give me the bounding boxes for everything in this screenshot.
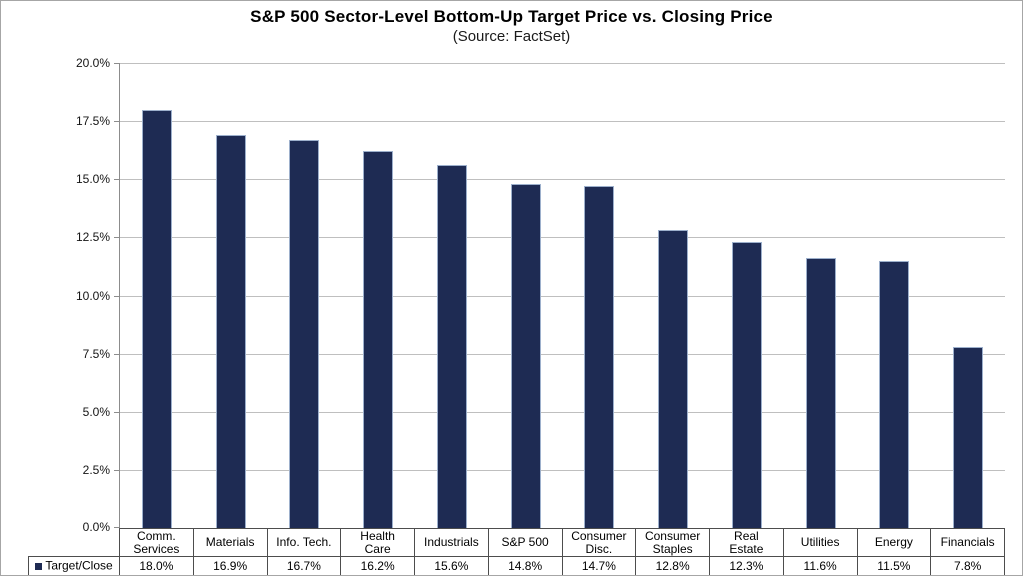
y-axis-tick-label: 7.5% [82, 347, 110, 361]
value-cell-2: 16.7% [266, 556, 342, 575]
bar-8 [731, 242, 762, 528]
bar-column [563, 63, 637, 528]
bar-column [489, 63, 563, 528]
y-axis-tick [114, 179, 120, 180]
data-table: Comm. Services Materials Info. Tech. Health… [28, 528, 1005, 575]
y-axis-tick-label: 17.5% [75, 114, 110, 128]
y-axis-tick [114, 470, 120, 471]
bar-10 [879, 260, 910, 528]
bar-4 [436, 165, 467, 528]
y-axis-tick [114, 527, 120, 528]
plot-area: 0.0% 2.5% 5.0% 7.5% 10.0% 12.5% 15.0% 17.5% 20.0… [76, 56, 1005, 534]
table-corner-cell [29, 529, 120, 557]
gridline [120, 412, 1005, 413]
value-cell-7: 12.8% [635, 556, 710, 575]
bar-column [194, 63, 268, 528]
category-cell-9: Utilities [782, 528, 858, 557]
y-axis-tick [114, 121, 120, 122]
bar-7 [658, 230, 689, 528]
category-cell-4: Industrials [414, 528, 489, 557]
legend-series-marker-icon [35, 562, 43, 570]
bar-2 [289, 139, 320, 528]
gridline [120, 354, 1005, 355]
bar-column [120, 63, 194, 528]
gridline [120, 237, 1005, 238]
bar-3 [363, 151, 394, 528]
bar-column [636, 63, 710, 528]
bar-5 [510, 183, 541, 528]
bar-column [341, 63, 415, 528]
bar-column [931, 63, 1005, 528]
gridline [120, 179, 1005, 180]
category-cell-8: Real Estate [709, 528, 784, 557]
legend-cell: Target/Close [28, 556, 120, 575]
category-cell-1: Materials [192, 528, 268, 557]
category-cell-6: Consumer Disc. [561, 528, 637, 557]
y-axis-tick-label: 5.0% [82, 405, 110, 419]
bar-column [710, 63, 784, 528]
y-axis-tick [114, 296, 120, 297]
legend-series-label: Target/Close [45, 558, 113, 573]
value-cell-1: 16.9% [192, 556, 268, 575]
y-axis-tick [114, 354, 120, 355]
bar-11 [953, 346, 984, 528]
category-cell-10: Energy [856, 528, 932, 557]
value-cell-3: 16.2% [340, 556, 415, 575]
bar-0 [141, 109, 172, 528]
bar-column [415, 63, 489, 528]
y-axis-tick-label: 2.5% [82, 463, 110, 477]
y-axis-tick-label: 12.5% [75, 230, 110, 244]
value-cell-6: 14.7% [561, 556, 637, 575]
category-cell-5: S&P 500 [487, 528, 563, 557]
value-cell-4: 15.6% [414, 556, 489, 575]
bar-column [858, 63, 932, 528]
chart-subtitle: (Source: FactSet) [452, 28, 571, 45]
y-axis-tick [114, 63, 120, 64]
y-axis-tick [114, 412, 120, 413]
category-cell-11: Financials [930, 528, 1005, 557]
y-axis-tick-label: 0.0% [82, 520, 110, 534]
bar-column [268, 63, 342, 528]
chart-title: S&P 500 Sector-Level Bottom-Up Target Pr… [250, 7, 773, 26]
value-cell-8: 12.3% [709, 556, 784, 575]
category-cell-3: Health Care [340, 528, 415, 557]
value-cell-11: 7.8% [930, 556, 1005, 575]
value-cell-9: 11.6% [782, 556, 858, 575]
bar-9 [805, 258, 836, 528]
category-cell-7: Consumer Staples [635, 528, 710, 557]
value-cell-5: 14.8% [487, 556, 563, 575]
gridline [120, 63, 1005, 64]
y-axis-tick-label: 20.0% [75, 56, 110, 70]
gridline [120, 296, 1005, 297]
category-cell-0: Comm. Services [119, 528, 194, 557]
y-axis-tick-label: 10.0% [75, 289, 110, 303]
y-axis-tick-label: 15.0% [75, 172, 110, 186]
gridline [120, 470, 1005, 471]
value-cell-10: 11.5% [856, 556, 932, 575]
bar-1 [215, 135, 246, 528]
bar-6 [584, 186, 615, 528]
gridline [120, 121, 1005, 122]
y-axis-tick [114, 237, 120, 238]
category-cell-2: Info. Tech. [266, 528, 342, 557]
bar-column [784, 63, 858, 528]
value-cell-0: 18.0% [119, 556, 194, 575]
